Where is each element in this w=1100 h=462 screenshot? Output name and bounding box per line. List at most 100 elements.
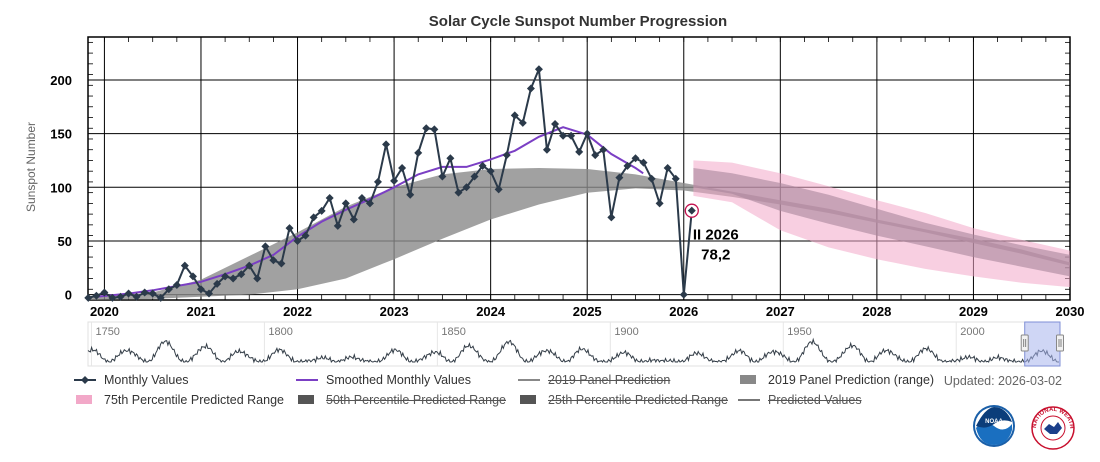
- monthly-value-point: [293, 236, 302, 245]
- monthly-value-point: [671, 174, 680, 183]
- monthly-value-point: [92, 291, 101, 300]
- monthly-value-point: [245, 261, 254, 270]
- monthly-value-point: [575, 147, 584, 156]
- x-tick-label: 2026: [669, 304, 698, 319]
- legend-symbol: [76, 395, 92, 404]
- monthly-value-point: [583, 129, 592, 138]
- y-tick-label: 100: [50, 180, 72, 195]
- monthly-value-point: [494, 185, 503, 194]
- y-tick-label: 0: [65, 288, 72, 303]
- monthly-value-point: [229, 274, 238, 283]
- monthly-value-point: [349, 215, 358, 224]
- monthly-value-point: [100, 288, 109, 297]
- monthly-value-point: [309, 213, 318, 222]
- monthly-value-point: [140, 288, 149, 297]
- navigator-year-label: 1950: [787, 326, 811, 338]
- legend-label: 75th Percentile Predicted Range: [104, 393, 284, 407]
- monthly-value-point: [84, 293, 93, 302]
- navigator-handle-left[interactable]: [1020, 334, 1029, 352]
- monthly-value-point: [188, 272, 197, 281]
- legend-symbol: [738, 399, 760, 401]
- monthly-value-point: [542, 145, 551, 154]
- y-tick-label: 200: [50, 73, 72, 88]
- monthly-value-point: [253, 274, 262, 283]
- navigator-year-label: 1800: [268, 326, 292, 338]
- legend-symbol: [740, 375, 756, 384]
- monthly-value-point: [438, 172, 447, 181]
- monthly-value-point: [591, 151, 600, 160]
- x-tick-label: 2027: [766, 304, 795, 319]
- monthly-value-point: [559, 131, 568, 140]
- monthly-value-point: [486, 167, 495, 176]
- navigator-window: [1024, 321, 1061, 367]
- monthly-value-point: [526, 84, 535, 93]
- nws-logo-icon: NATIONAL WEATHER SERVICE: [1028, 402, 1075, 450]
- legend-symbol: [520, 395, 536, 404]
- monthly-value-point: [639, 158, 648, 167]
- noaa-logo-text: NOAA: [985, 419, 1003, 425]
- x-tick-label: 2029: [959, 304, 988, 319]
- monthly-value-point: [132, 292, 141, 301]
- monthly-value-point: [365, 199, 374, 208]
- legend-symbol: [296, 379, 318, 381]
- chart-title: Solar Cycle Sunspot Number Progression: [429, 13, 727, 30]
- navigator-series: [87, 337, 1059, 364]
- monthly-value-point: [607, 213, 616, 222]
- legend-symbol: [518, 379, 540, 381]
- monthly-value-point: [357, 194, 366, 203]
- monthly-value-point: [382, 140, 391, 149]
- x-tick-label: 2023: [380, 304, 409, 319]
- navigator[interactable]: 1750 1800 1850 1900 1950 2000: [87, 321, 1064, 367]
- monthly-value-point: [414, 148, 423, 157]
- monthly-value-point: [269, 256, 278, 265]
- x-tick-label: 2025: [573, 304, 602, 319]
- legend-label: 50th Percentile Predicted Range: [326, 393, 506, 407]
- monthly-value-point: [180, 261, 189, 270]
- x-tick-label: 2020: [90, 304, 119, 319]
- monthly-value-point: [301, 231, 310, 240]
- monthly-value-point: [647, 174, 656, 183]
- monthly-value-point: [148, 289, 157, 298]
- x-tick-label: 2030: [1056, 304, 1085, 319]
- monthly-value-point: [333, 221, 342, 230]
- monthly-value-point: [518, 118, 527, 127]
- monthly-value-point: [341, 199, 350, 208]
- monthly-value-point: [373, 177, 382, 186]
- monthly-value-point: [156, 293, 165, 302]
- legend-label: Predicted Values: [768, 393, 862, 407]
- monthly-value-point: [454, 188, 463, 197]
- y-axis-label: Sunspot Number: [24, 122, 38, 212]
- monthly-value-point: [534, 65, 543, 74]
- navigator-year-label: 2000: [960, 326, 984, 338]
- updated-timestamp: Updated: 2026-03-02: [943, 374, 1062, 388]
- legend-label: 2019 Panel Prediction (range): [768, 373, 935, 387]
- monthly-value-point: [679, 290, 688, 299]
- legend-label: 25th Percentile Predicted Range: [548, 393, 728, 407]
- monthly-value-point: [213, 279, 222, 288]
- legend-label: Smoothed Monthly Values: [326, 373, 471, 387]
- legend-symbol: [298, 395, 314, 404]
- monthly-value-point: [631, 154, 640, 163]
- legend-symbol: [74, 376, 96, 384]
- noaa-logo-icon: NOAA: [973, 405, 1015, 447]
- monthly-value-point: [551, 119, 560, 128]
- monthly-values-line: [88, 68, 693, 300]
- tooltip-text: 78,2: [701, 247, 730, 264]
- legend-label: 2019 Panel Prediction: [548, 373, 671, 387]
- monthly-value-point: [261, 242, 270, 251]
- monthly-value-point: [406, 190, 415, 199]
- x-tick-label: 2024: [476, 304, 506, 319]
- monthly-value-point: [478, 161, 487, 170]
- monthly-value-point: [398, 163, 407, 172]
- monthly-value-point: [615, 173, 624, 182]
- monthly-value-point: [502, 151, 511, 160]
- navigator-handle-right[interactable]: [1056, 334, 1064, 352]
- monthly-value-point: [204, 289, 213, 298]
- legend-label: Monthly Values: [104, 373, 189, 387]
- monthly-value-point: [116, 292, 125, 301]
- monthly-value-point: [221, 272, 230, 281]
- monthly-value-point: [599, 145, 608, 154]
- monthly-value-point: [470, 172, 479, 181]
- monthly-value-point: [446, 154, 455, 163]
